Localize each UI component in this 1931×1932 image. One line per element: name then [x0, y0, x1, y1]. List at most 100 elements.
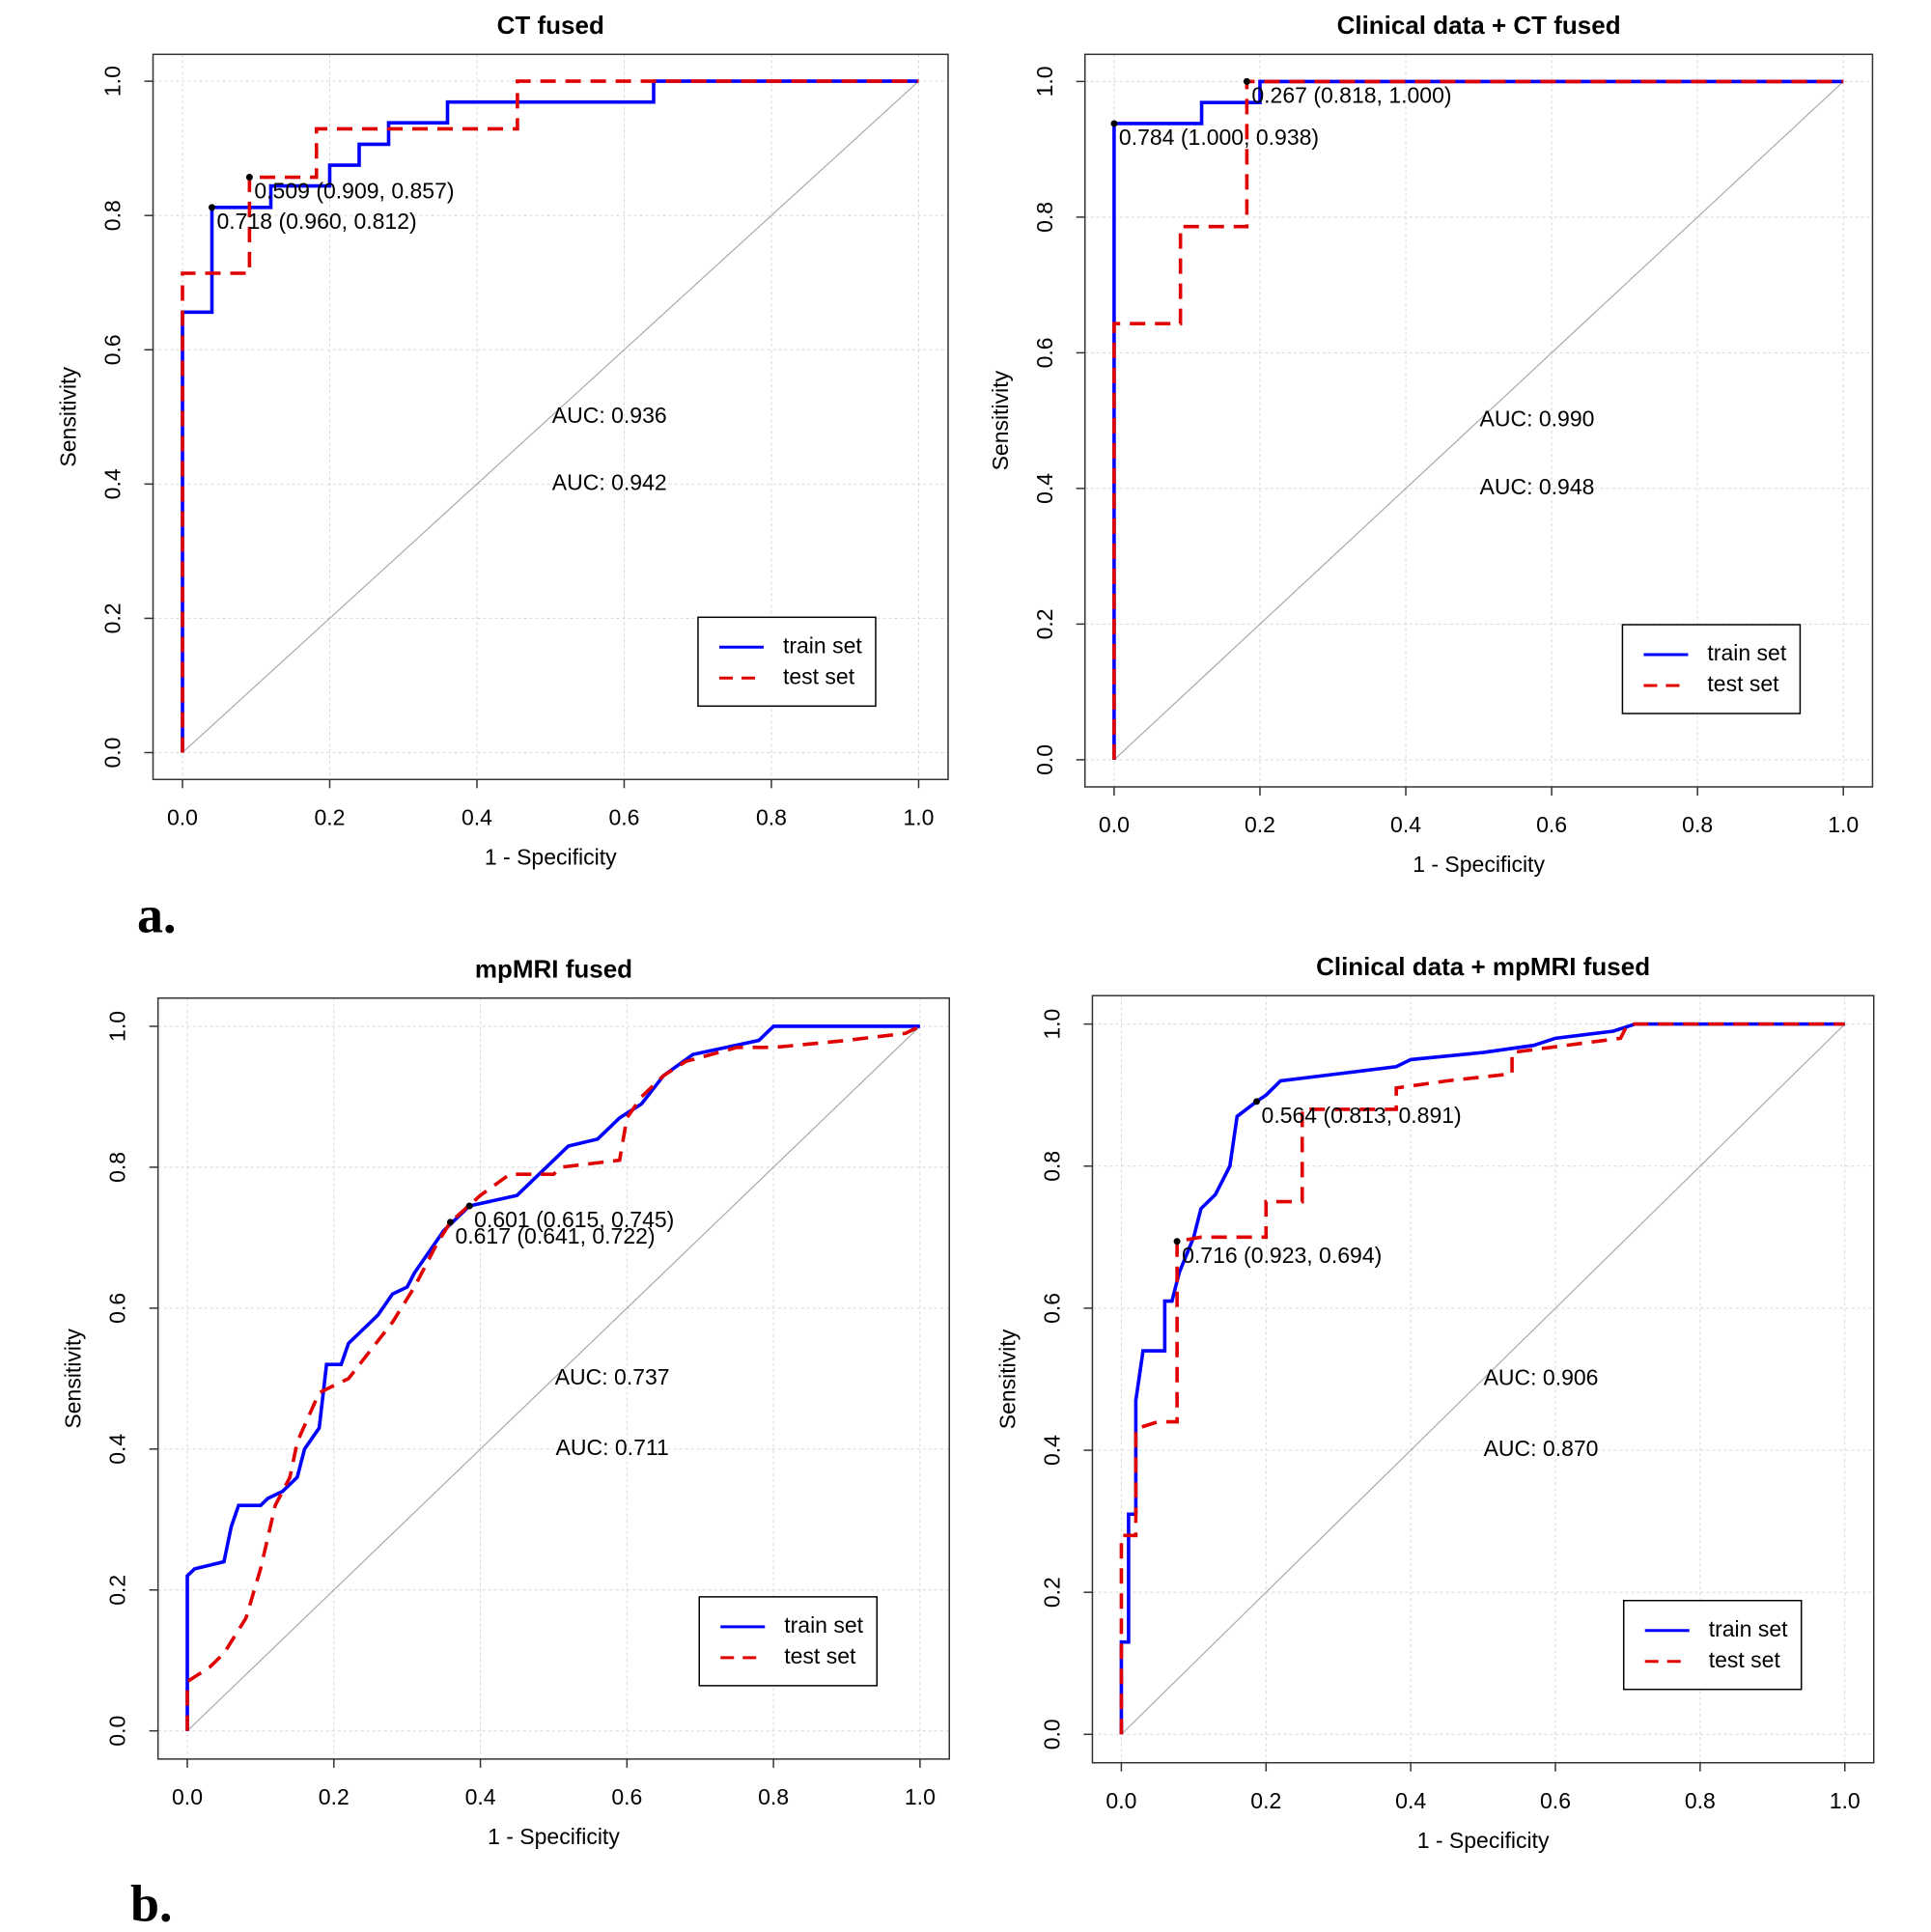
y-tick-label: 0.8 — [105, 1152, 130, 1183]
legend-label: train set — [1707, 640, 1786, 665]
y-tick-label: 0.2 — [100, 602, 126, 633]
x-tick-label: 0.2 — [1250, 1788, 1281, 1813]
auc-label: AUC: 0.990 — [1480, 406, 1595, 432]
y-axis-label: Sensitivity — [988, 370, 1013, 470]
auc-label: AUC: 0.906 — [1484, 1365, 1599, 1390]
x-tick-label: 0.4 — [465, 1784, 496, 1809]
y-tick-label: 1.0 — [1032, 66, 1057, 97]
x-tick-label: 1.0 — [1828, 812, 1859, 837]
y-axis-label: Sensitivity — [995, 1329, 1021, 1429]
legend-box — [698, 1596, 878, 1687]
plot-frame — [156, 997, 950, 1760]
threshold-point — [209, 204, 216, 211]
y-tick-label: 0.0 — [1032, 744, 1057, 775]
auc-label: AUC: 0.942 — [552, 469, 667, 494]
threshold-label: 0.601 (0.615, 0.745) — [474, 1207, 674, 1232]
x-tick-label: 0.8 — [758, 1784, 789, 1809]
y-tick-label: 1.0 — [1040, 1009, 1065, 1040]
threshold-point — [1253, 1098, 1261, 1106]
y-tick-label: 0.2 — [1032, 608, 1057, 639]
roc-line — [185, 1024, 920, 1731]
threshold-point — [1110, 120, 1118, 127]
plot-frame — [152, 53, 949, 781]
y-tick-label: 0.8 — [1040, 1151, 1065, 1182]
legend-box — [1621, 624, 1802, 714]
y-tick-label: 0.2 — [1040, 1577, 1065, 1608]
x-tick-label: 1.0 — [905, 1784, 936, 1809]
legend-label: test set — [784, 1643, 856, 1668]
y-tick-label: 0.8 — [1032, 202, 1057, 233]
x-tick-label: 0.2 — [1245, 812, 1275, 837]
x-tick-label: 0.4 — [1390, 812, 1421, 837]
threshold-point — [245, 174, 253, 182]
y-tick-label: 0.6 — [105, 1293, 130, 1324]
panel-label: a. — [137, 885, 177, 943]
auc-label: AUC: 0.711 — [556, 1435, 669, 1460]
x-axis-label: 1 - Specificity — [1413, 852, 1545, 877]
x-axis-label: 1 - Specificity — [1417, 1828, 1550, 1853]
threshold-point — [1173, 1238, 1181, 1246]
threshold-label: 0.718 (0.960, 0.812) — [217, 209, 417, 234]
x-tick-label: 1.0 — [903, 804, 934, 829]
plot-frame — [1091, 994, 1875, 1764]
x-tick-label: 0.2 — [319, 1784, 350, 1809]
y-tick-label: 0.6 — [1032, 337, 1057, 368]
x-tick-label: 0.0 — [172, 1784, 203, 1809]
threshold-point — [1243, 77, 1250, 85]
legend-label: test set — [1709, 1647, 1781, 1672]
roc-line — [1119, 1022, 1845, 1735]
y-tick-label: 0.4 — [1040, 1435, 1065, 1466]
diagonal — [1120, 1023, 1846, 1735]
diagonal — [182, 80, 919, 753]
y-axis-label: Sensitivity — [56, 367, 81, 467]
y-tick-label: 0.4 — [100, 468, 126, 499]
roc-line — [181, 79, 919, 753]
y-tick-label: 0.4 — [105, 1434, 130, 1465]
x-tick-label: 0.0 — [167, 804, 198, 829]
x-tick-label: 1.0 — [1830, 1788, 1861, 1813]
y-axis-label: Sensitivity — [61, 1329, 86, 1429]
x-tick-label: 0.0 — [1099, 812, 1130, 837]
y-tick-label: 1.0 — [105, 1011, 130, 1042]
roc-line — [185, 1024, 921, 1731]
x-tick-label: 0.8 — [756, 804, 787, 829]
x-tick-label: 0.2 — [315, 804, 346, 829]
chart-title: Clinical data + mpMRI fused — [1316, 952, 1650, 981]
panel-label: b. — [130, 1874, 173, 1932]
roc-chart: Clinical data + CT fused 0.0 0.2 0.4 0.6 0.8 1… — [988, 11, 1874, 877]
chart-title: CT fused — [497, 11, 604, 40]
legend-label: test set — [783, 663, 855, 688]
x-tick-label: 0.8 — [1685, 1788, 1716, 1813]
diagonal — [186, 1025, 921, 1732]
y-tick-label: 0.6 — [100, 334, 126, 365]
x-tick-label: 0.6 — [1540, 1788, 1571, 1813]
legend-box — [697, 616, 877, 708]
threshold-label: 0.784 (1.000, 0.938) — [1119, 125, 1319, 150]
plot-frame — [1083, 53, 1874, 788]
x-tick-label: 0.6 — [1536, 812, 1567, 837]
x-axis-label: 1 - Specificity — [488, 1824, 620, 1849]
legend-label: train set — [784, 1612, 863, 1638]
legend-box — [1622, 1599, 1803, 1691]
y-tick-label: 0.2 — [105, 1575, 130, 1606]
x-tick-label: 0.4 — [462, 804, 492, 829]
auc-label: AUC: 0.870 — [1484, 1436, 1599, 1461]
y-tick-label: 0.0 — [100, 738, 126, 769]
auc-label: AUC: 0.936 — [552, 403, 667, 428]
y-tick-label: 0.6 — [1040, 1293, 1065, 1324]
chart-title: Clinical data + CT fused — [1337, 11, 1621, 40]
diagonal — [1113, 80, 1844, 761]
threshold-label: 0.509 (0.909, 0.857) — [254, 179, 454, 204]
auc-label: AUC: 0.737 — [555, 1364, 670, 1389]
threshold-label: 0.716 (0.923, 0.694) — [1182, 1243, 1382, 1268]
threshold-point — [446, 1218, 454, 1226]
y-tick-label: 0.0 — [1040, 1719, 1065, 1750]
x-tick-label: 0.6 — [608, 804, 639, 829]
threshold-label: 0.617 (0.641, 0.722) — [455, 1223, 655, 1248]
roc-chart: CT fused 0.0 0.2 0.4 0.6 0.8 1.0 0.0 0.2 0.4 0.6 0.… — [56, 11, 949, 869]
chart-title: mpMRI fused — [475, 955, 632, 984]
roc-chart: Clinical data + mpMRI fused 0.0 0.2 0.4 0.6 0… — [995, 952, 1875, 1853]
x-tick-label: 0.6 — [611, 1784, 642, 1809]
threshold-label: 0.564 (0.813, 0.891) — [1262, 1103, 1462, 1128]
